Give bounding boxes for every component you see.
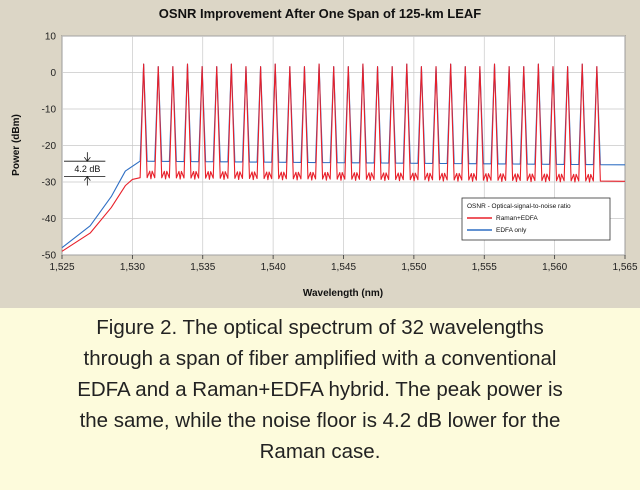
legend-label-edfa: EDFA only <box>496 227 527 234</box>
series-raman-edfa <box>61 63 626 252</box>
legend-label-raman: Raman+EDFA <box>496 215 538 222</box>
y-tick-label: -10 <box>42 105 57 116</box>
y-tick-label: 10 <box>45 32 57 43</box>
chart-title: OSNR Improvement After One Span of 125-k… <box>159 6 481 21</box>
x-tick-label: 1,565 <box>612 262 637 273</box>
figure-caption: Figure 2. The optical spectrum of 32 wav… <box>0 312 640 467</box>
annotation-label: 4.2 dB <box>74 164 100 174</box>
annotation-arrowhead-up <box>84 175 91 181</box>
legend-title: OSNR - Optical-signal-to-noise ratio <box>467 203 571 210</box>
y-tick-label: -30 <box>42 178 57 189</box>
caption-line: Figure 2. The optical spectrum of 32 wav… <box>96 316 544 339</box>
chart-panel: 10 0 -10 -20 -30 -40 -50 1,525 1,530 1,535 1,540 1,… <box>0 0 640 308</box>
caption-line: Raman case. <box>259 440 381 463</box>
x-tick-label: 1,545 <box>331 262 356 273</box>
y-axis-label: Power (dBm) <box>11 114 22 176</box>
x-axis-label: Wavelength (nm) <box>303 288 383 299</box>
spectrum-chart: 10 0 -10 -20 -30 -40 -501,525 1,530 1,535 1,540 1,… <box>11 6 638 299</box>
y-tick-label: 0 <box>50 68 56 79</box>
x-tick-label: 1,540 <box>261 262 286 273</box>
x-tick-label: 1,555 <box>472 262 497 273</box>
y-tick-label: -40 <box>42 214 57 225</box>
caption-line: through a span of fiber amplified with a… <box>83 347 557 370</box>
legend-box <box>461 197 611 241</box>
annotations: 4.2 dB <box>64 152 106 186</box>
x-tick-label: 1,550 <box>401 262 426 273</box>
axis-ticks: 10 0 -10 -20 -30 -40 -501,525 1,530 1,535 1,540 1,… <box>42 32 638 274</box>
series-lines <box>61 63 626 252</box>
caption-line: EDFA and a Raman+EDFA hybrid. The peak p… <box>77 378 563 401</box>
x-tick-label: 1,560 <box>542 262 567 273</box>
annotation-arrowhead-down <box>84 156 91 162</box>
x-tick-label: 1,535 <box>190 262 215 273</box>
x-tick-label: 1,530 <box>120 262 145 273</box>
x-tick-label: 1,525 <box>49 262 74 273</box>
caption-line: the same, while the noise floor is 4.2 d… <box>79 409 561 432</box>
y-tick-label: -50 <box>42 251 57 262</box>
legend: OSNR - Optical-signal-to-noise ratio Ram… <box>461 197 611 241</box>
y-tick-label: -20 <box>42 141 57 152</box>
